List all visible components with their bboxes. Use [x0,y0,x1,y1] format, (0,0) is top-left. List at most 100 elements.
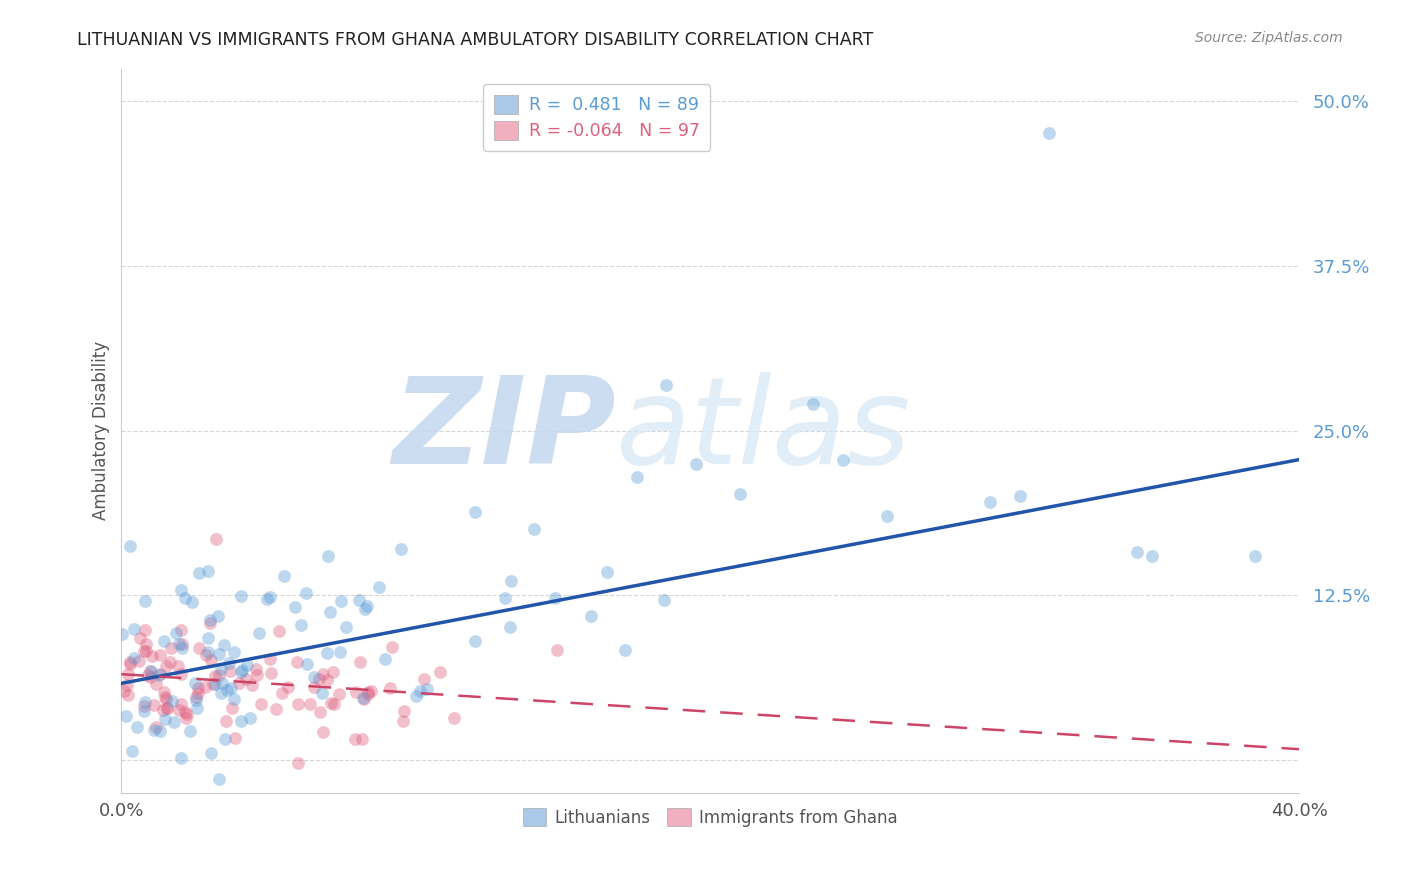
Point [134,644,156,658]
Point [212,638,235,652]
Point [115,678,138,692]
Point [155,701,177,715]
Point [246,668,269,682]
Point [546,643,568,657]
Point [128,655,150,669]
Point [134,699,156,714]
Point [409,684,432,698]
Point [298,697,321,711]
Point [405,689,427,703]
Point [429,665,451,680]
Point [170,697,193,711]
Point [170,624,193,638]
Point [188,566,211,580]
Point [170,667,193,681]
Point [544,591,567,605]
Point [181,595,204,609]
Point [208,668,231,682]
Text: LITHUANIAN VS IMMIGRANTS FROM GHANA AMBULATORY DISABILITY CORRELATION CHART: LITHUANIAN VS IMMIGRANTS FROM GHANA AMBU… [77,31,873,49]
Point [287,756,309,771]
Y-axis label: Ambulatory Disability: Ambulatory Disability [93,341,110,520]
Point [215,682,238,697]
Point [197,631,219,645]
Point [214,732,236,747]
Point [139,671,162,685]
Point [148,667,170,681]
Point [352,690,374,705]
Point [344,684,367,698]
Point [316,673,339,687]
Text: Source: ZipAtlas.com: Source: ZipAtlas.com [1195,31,1343,45]
Point [287,697,309,711]
Point [239,711,262,725]
Point [249,697,271,711]
Point [114,709,136,723]
Point [149,724,172,739]
Point [186,701,208,715]
Point [122,651,145,665]
Point [153,633,176,648]
Point [416,681,439,696]
Point [277,680,299,694]
Point [356,599,378,614]
Point [322,698,344,712]
Point [235,672,257,686]
Point [170,637,193,651]
Point [222,645,245,659]
Point [135,644,157,658]
Point [149,667,172,681]
Point [188,640,211,655]
Point [284,600,307,615]
Point [494,591,516,606]
Point [353,692,375,706]
Point [380,681,402,696]
Point [166,626,188,640]
Point [211,676,233,690]
Point [155,658,177,673]
Point [195,648,218,663]
Point [1244,549,1267,563]
Point [360,684,382,698]
Point [186,690,208,704]
Point [335,620,357,634]
Point [222,692,245,706]
Point [204,532,226,546]
Point [134,594,156,608]
Point [803,397,825,411]
Point [259,591,281,605]
Point [499,574,522,588]
Point [349,655,371,669]
Point [159,640,181,655]
Point [197,565,219,579]
Point [260,665,283,680]
Point [209,686,232,700]
Point [209,662,232,676]
Point [173,705,195,719]
Point [218,664,240,678]
Point [194,680,217,694]
Point [389,542,412,557]
Point [120,539,142,553]
Point [112,684,135,698]
Point [273,569,295,583]
Point [499,620,522,634]
Point [174,591,197,605]
Point [208,772,231,787]
Point [120,657,142,671]
Point [728,487,751,501]
Point [381,640,404,654]
Point [240,677,263,691]
Point [312,667,335,681]
Point [120,656,142,670]
Point [322,665,344,680]
Point [169,637,191,651]
Point [155,692,177,706]
Point [655,377,678,392]
Point [198,615,221,630]
Point [328,687,350,701]
Point [614,643,637,657]
Point [197,645,219,659]
Point [1140,549,1163,563]
Point [179,723,201,738]
Point [309,705,332,719]
